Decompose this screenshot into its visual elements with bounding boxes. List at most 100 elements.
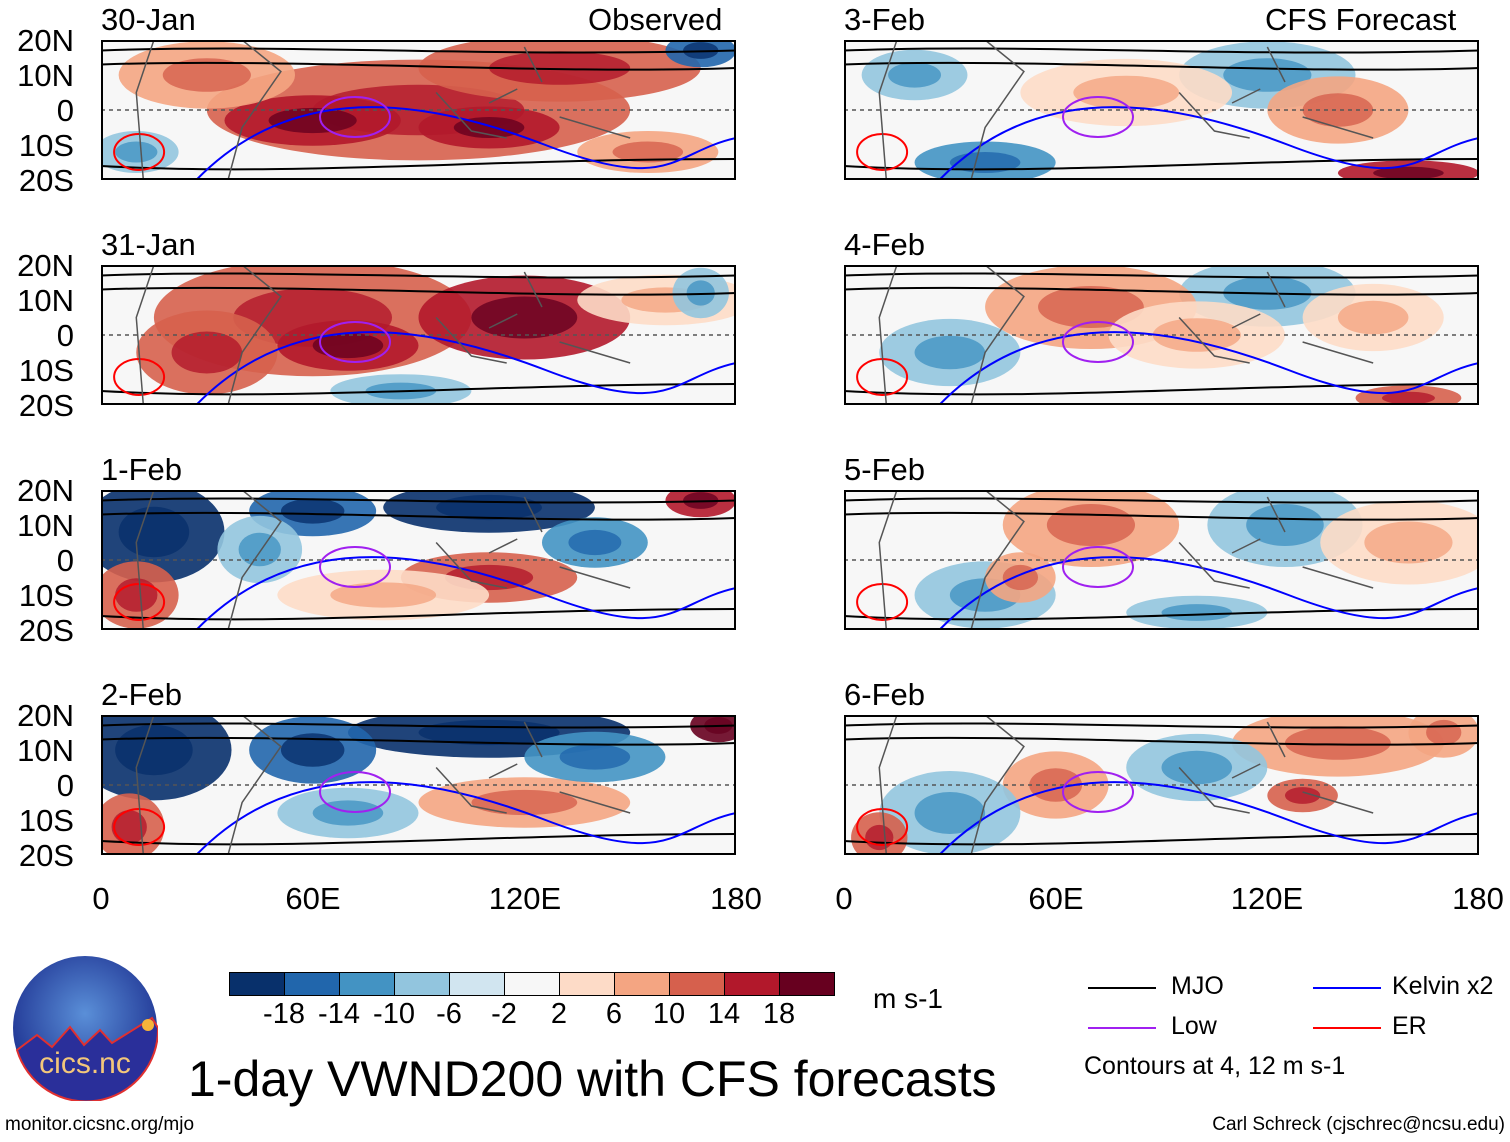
- mjo-contour: [844, 833, 1479, 846]
- coastline: [435, 721, 631, 814]
- kelvin-contour: [195, 331, 736, 405]
- anomaly-core: [115, 141, 158, 163]
- lat-label: 20S: [18, 838, 74, 873]
- colorbar-label: -18: [263, 998, 305, 1030]
- colorbar-swatch: [230, 973, 285, 995]
- mjo-contour: [844, 158, 1479, 171]
- anomaly-core: [1038, 286, 1144, 328]
- lat-label: 20N: [17, 473, 74, 508]
- colorbar-swatch: [725, 973, 780, 995]
- footer-url[interactable]: monitor.cicsnc.org/mjo: [5, 1114, 195, 1135]
- panel-border: [844, 490, 1479, 630]
- colorbar-swatch: [615, 973, 670, 995]
- coastline: [878, 265, 1025, 405]
- lat-label: 20S: [18, 613, 74, 648]
- colorbar-label: -2: [491, 998, 517, 1030]
- low-contour: [1062, 546, 1134, 588]
- mjo-contour: [844, 608, 1479, 621]
- legend-mjo: MJO: [1171, 972, 1224, 1000]
- lon-label: 180: [710, 881, 762, 916]
- legend-low-line: [1088, 1027, 1156, 1029]
- map-panel-5-Feb: [844, 490, 1479, 630]
- lat-label: 10S: [18, 353, 74, 388]
- legend-mjo-line: [1088, 987, 1156, 989]
- lat-label: 10N: [17, 733, 74, 768]
- kelvin-contour: [938, 781, 1479, 855]
- legend-note: Contours at 4, 12 m s-1: [1084, 1052, 1346, 1080]
- lat-label: 20N: [17, 248, 74, 283]
- mjo-contour: [844, 383, 1479, 396]
- lat-label: 10N: [17, 283, 74, 318]
- legend-er-line: [1313, 1027, 1381, 1029]
- anomaly-core: [1246, 504, 1324, 546]
- anomaly-core: [489, 51, 631, 85]
- lat-label: 0: [56, 93, 74, 128]
- anomaly-core: [914, 792, 986, 834]
- lon-label: 60E: [285, 881, 341, 916]
- low-contour: [319, 96, 391, 138]
- panel-border: [844, 265, 1479, 405]
- anomaly-core: [471, 296, 578, 339]
- low-contour: [1062, 321, 1134, 363]
- anomaly-core: [111, 810, 147, 844]
- anomaly-core: [268, 107, 357, 134]
- lat-label: 20S: [18, 388, 74, 423]
- colorbar-label: 18: [762, 998, 796, 1030]
- anomaly-core: [888, 62, 942, 88]
- panel-date: 6-Feb: [844, 677, 925, 712]
- anomaly-core: [1223, 58, 1312, 92]
- mjo-contour: [844, 497, 1479, 504]
- anomaly-core: [612, 141, 684, 163]
- mjo-contour: [844, 511, 1479, 521]
- coastline: [1178, 46, 1374, 139]
- lat-label: 0: [56, 543, 74, 578]
- coastline: [435, 46, 631, 139]
- coastline: [1178, 271, 1374, 364]
- mjo-contour: [101, 47, 736, 54]
- observed-label: Observed: [588, 2, 723, 37]
- coastline: [435, 496, 631, 589]
- lat-label: 0: [56, 318, 74, 353]
- lat-label: 10S: [18, 578, 74, 613]
- colorbar: [229, 972, 835, 996]
- anomaly-core: [1161, 750, 1233, 785]
- map-panel-3-Feb: [844, 40, 1479, 180]
- anomaly-core: [1373, 166, 1444, 180]
- colorbar-label: 10: [652, 998, 686, 1030]
- coastline: [878, 40, 1025, 180]
- anomaly-core: [686, 280, 715, 306]
- footer-credit: Carl Schreck (cjschrec@ncsu.edu): [1212, 1114, 1505, 1135]
- panel-border: [101, 40, 736, 180]
- low-contour: [1062, 771, 1134, 813]
- coastline: [435, 271, 631, 364]
- colorbar-label: 6: [605, 998, 623, 1030]
- kelvin-contour: [195, 556, 736, 630]
- coastline: [1178, 496, 1374, 589]
- forecast-label: CFS Forecast: [1265, 2, 1457, 37]
- anomaly-core: [949, 152, 1021, 173]
- mjo-contour: [101, 61, 736, 71]
- legend-low: Low: [1171, 1012, 1217, 1040]
- anomaly-core: [1073, 75, 1180, 110]
- anomaly-core: [1381, 391, 1435, 405]
- lat-label: 10N: [17, 58, 74, 93]
- anomaly-core: [1002, 564, 1039, 591]
- colorbar-swatch: [450, 973, 505, 995]
- panel-date: 30-Jan: [101, 2, 196, 37]
- cics-logo: cics.nc: [13, 956, 158, 1101]
- mjo-contour: [844, 47, 1479, 54]
- anomaly-core: [280, 498, 345, 524]
- legend-er: ER: [1392, 1012, 1427, 1040]
- lon-label: 0: [92, 881, 110, 916]
- anomaly-core: [280, 733, 345, 767]
- lat-label: 10S: [18, 803, 74, 838]
- map-panel-4-Feb: [844, 265, 1479, 405]
- panel-date: 3-Feb: [844, 2, 925, 37]
- anomaly-core: [453, 117, 525, 138]
- mjo-contour: [101, 833, 736, 846]
- low-contour: [319, 546, 391, 588]
- colorbar-label: 2: [550, 998, 568, 1030]
- mjo-contour: [844, 736, 1479, 746]
- kelvin-contour: [938, 106, 1479, 180]
